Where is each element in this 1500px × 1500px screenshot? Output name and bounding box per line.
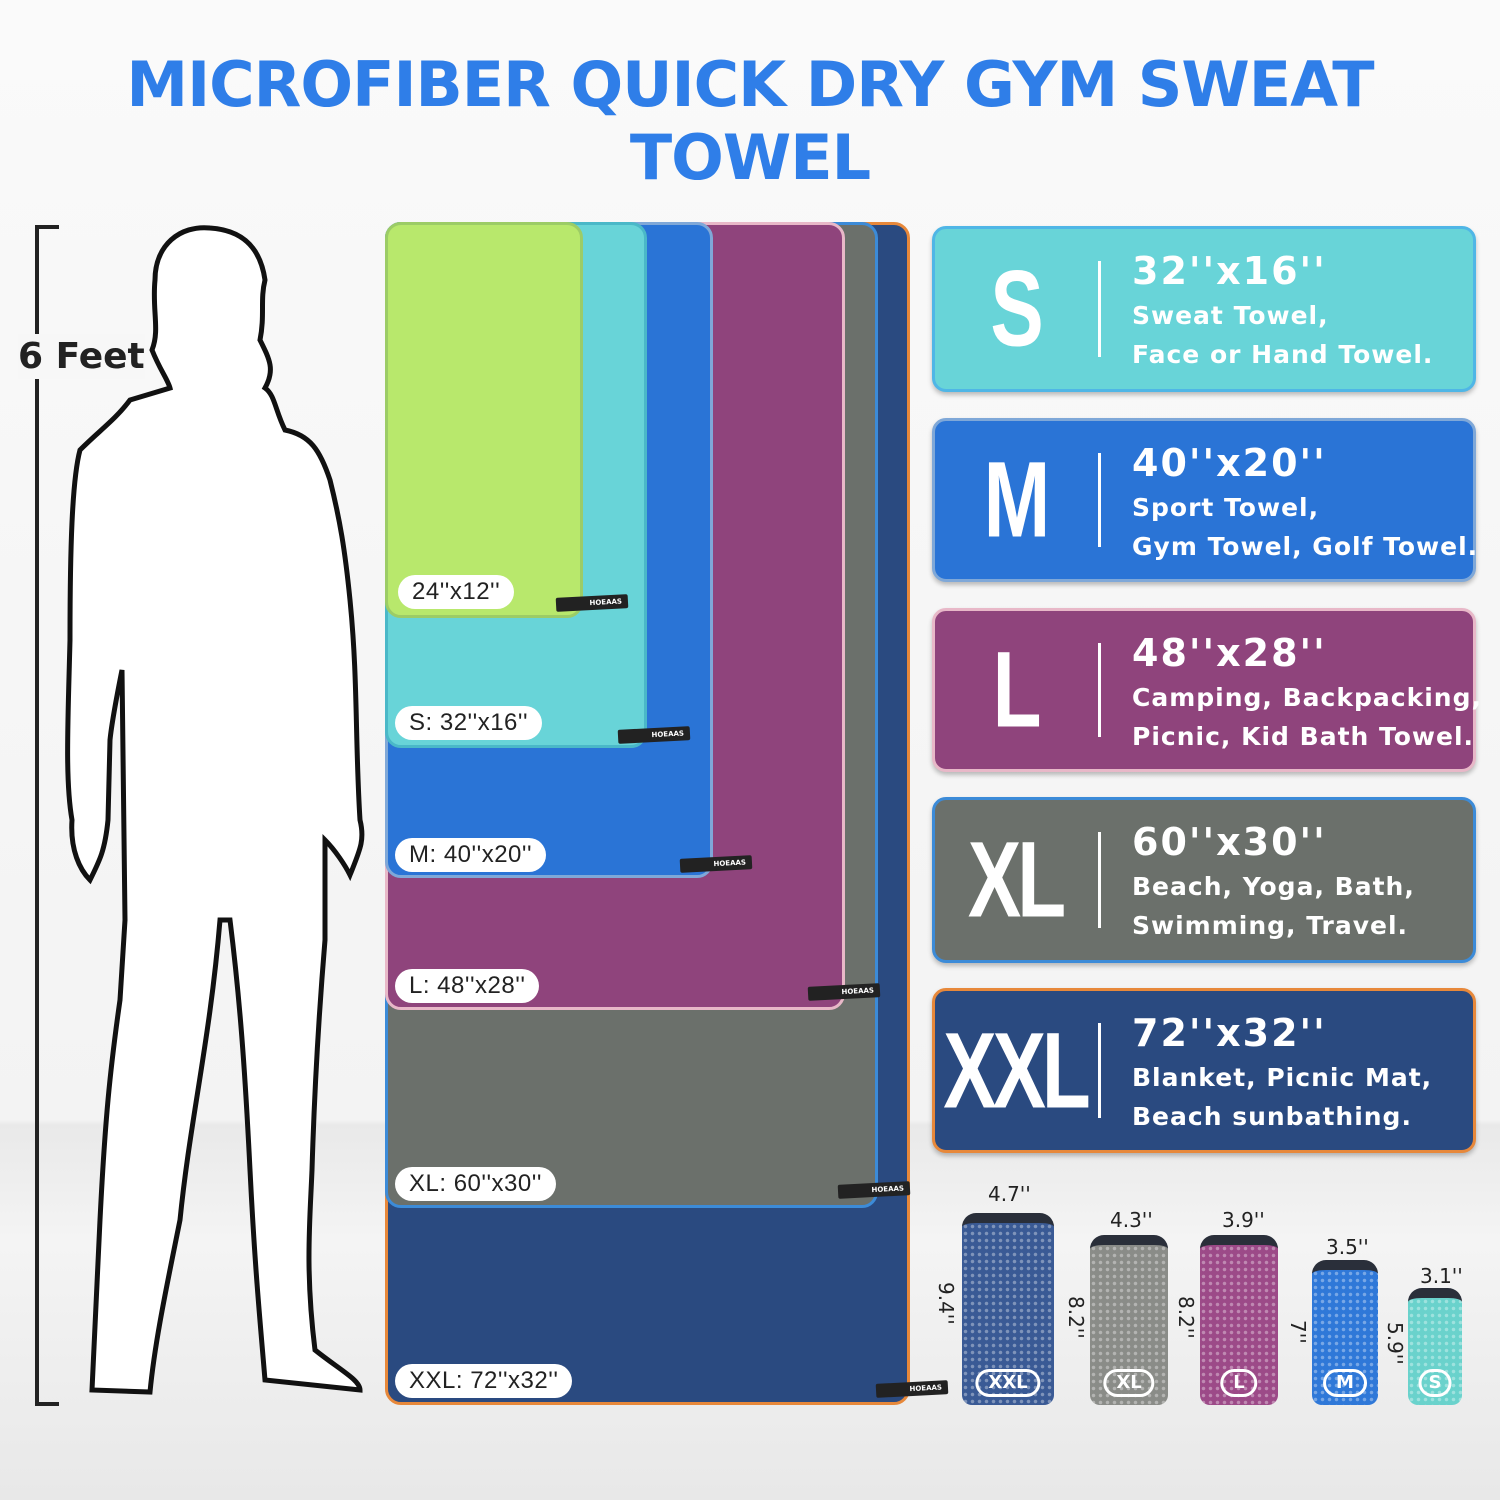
size-letter: XL — [967, 819, 1066, 940]
pouch-s: S — [1408, 1288, 1462, 1405]
pouch-badge: XL — [1103, 1369, 1155, 1397]
towel-label: S: 32''x16'' — [395, 706, 543, 740]
size-card-l: L 48''x28'' Camping, Backpacking, Picnic… — [932, 608, 1481, 772]
pouch-height: 7'' — [1286, 1320, 1310, 1344]
pouch-m: M — [1312, 1260, 1378, 1405]
size-card-xl: XL 60''x30'' Beach, Yoga, Bath, Swimming… — [932, 797, 1476, 963]
brand-tag: HOEAAS — [875, 1380, 949, 1398]
size-use-line: Blanket, Picnic Mat, — [1132, 1063, 1433, 1092]
towel-label: 24''x12'' — [398, 575, 515, 609]
pouch-badge: M — [1323, 1369, 1367, 1397]
pouch-height: 8.2'' — [1174, 1296, 1198, 1339]
size-card-s: S 32''x16'' Sweat Towel, Face or Hand To… — [932, 226, 1476, 392]
size-dimensions: 60''x30'' — [1132, 820, 1327, 864]
size-use-line: Picnic, Kid Bath Towel. — [1132, 722, 1475, 751]
size-dimensions: 32''x16'' — [1132, 249, 1327, 293]
height-label: 6 Feet — [18, 334, 145, 379]
page-title: MICROFIBER QUICK DRY GYM SWEAT TOWEL — [126, 48, 1374, 194]
pouch-badge: S — [1418, 1369, 1452, 1397]
size-use-line: Beach, Yoga, Bath, — [1132, 872, 1415, 901]
pouch-xl: XL — [1090, 1235, 1168, 1405]
size-letter: L — [992, 629, 1042, 750]
size-card-m: M 40''x20'' Sport Towel, Gym Towel, Golf… — [932, 418, 1479, 582]
size-use-line: Beach sunbathing. — [1132, 1102, 1412, 1131]
size-card-xxl: XXL 72''x32'' Blanket, Picnic Mat, Beach… — [932, 988, 1476, 1153]
pouch-l: L — [1200, 1235, 1278, 1405]
size-use-line: Sweat Towel, — [1132, 301, 1329, 330]
pouch-height: 5.9'' — [1383, 1322, 1407, 1365]
towel-label: XXL: 72''x32'' — [395, 1364, 573, 1398]
size-use-line: Face or Hand Towel. — [1132, 340, 1434, 369]
size-letter: S — [990, 248, 1043, 369]
size-dimensions: 72''x32'' — [1132, 1011, 1327, 1055]
pouch-height: 8.2'' — [1064, 1296, 1088, 1339]
person-silhouette — [65, 225, 365, 1395]
pouch-badge: L — [1220, 1369, 1258, 1397]
pouch-width: 3.5'' — [1326, 1235, 1369, 1259]
pouch-width: 4.7'' — [988, 1182, 1031, 1206]
pouch-xxl: XXL — [962, 1213, 1054, 1405]
pouch-badge: XXL — [975, 1369, 1041, 1397]
size-use-line: Sport Towel, — [1132, 493, 1320, 522]
towel-small — [385, 222, 583, 618]
pouch-width: 3.1'' — [1420, 1264, 1463, 1288]
towel-label: M: 40''x20'' — [395, 838, 547, 872]
towel-label: XL: 60''x30'' — [395, 1167, 556, 1201]
pouch-height: 9.4'' — [934, 1282, 958, 1325]
size-letter: M — [983, 439, 1051, 560]
towel-label: L: 48''x28'' — [395, 969, 540, 1003]
pouch-width: 3.9'' — [1222, 1208, 1265, 1232]
size-dimensions: 40''x20'' — [1132, 441, 1327, 485]
size-dimensions: 48''x28'' — [1132, 631, 1327, 675]
size-letter: XXL — [943, 1009, 1091, 1130]
size-use-line: Camping, Backpacking, — [1132, 683, 1482, 712]
pouch-width: 4.3'' — [1110, 1208, 1153, 1232]
size-use-line: Gym Towel, Golf Towel. — [1132, 532, 1479, 561]
size-use-line: Swimming, Travel. — [1132, 911, 1409, 940]
